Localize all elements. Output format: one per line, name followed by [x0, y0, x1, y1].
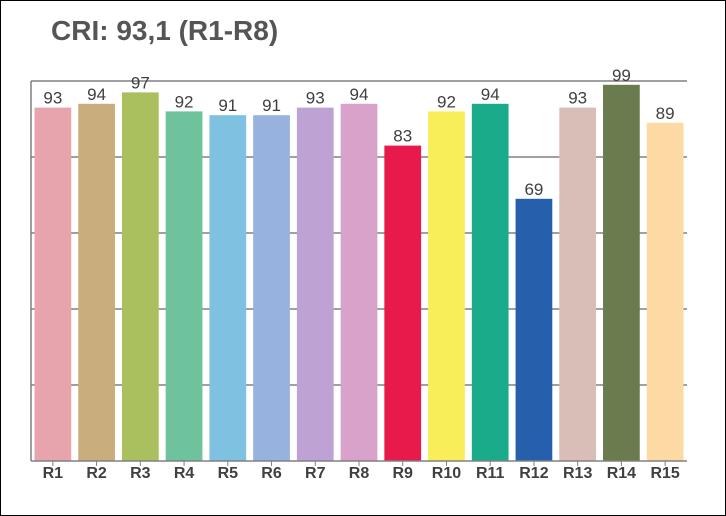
bar-r9: [384, 145, 422, 461]
bar-r15: [646, 122, 684, 462]
x-tick-label: R5: [218, 465, 239, 482]
x-tick-label: R10: [432, 465, 461, 482]
x-tick-label: R7: [305, 465, 326, 482]
bar-r12: [515, 198, 553, 462]
bar-r8: [340, 103, 378, 462]
x-tick-label: R15: [650, 465, 679, 482]
x-tick-label: R14: [607, 465, 636, 482]
bar-r6: [253, 115, 290, 461]
bar-r3: [121, 92, 159, 462]
bar-r4: [165, 111, 203, 462]
data-label: 93: [306, 89, 325, 108]
bar-r7: [296, 107, 334, 461]
x-tick-label: R12: [519, 465, 548, 482]
x-tick-label: R1: [43, 465, 64, 482]
data-label: 94: [87, 85, 106, 104]
data-label: 92: [437, 92, 456, 111]
data-label: 91: [218, 96, 237, 115]
bar-r2: [78, 103, 115, 462]
bar-r13: [559, 107, 597, 461]
data-label: 69: [524, 180, 543, 199]
chart-title: CRI: 93,1 (R1-R8): [51, 15, 279, 46]
bar-r11: [471, 103, 509, 462]
data-label: 93: [43, 89, 62, 108]
axes: R1 R2 R3 R4 R5 R6 R7 R8 R9 R10 R11 R12 R13 R14 R15: [30, 81, 687, 482]
bars: 93 94 97 92 91 91 93 94 83 92 94 69 93 99 89: [34, 66, 684, 462]
bar-r10: [428, 111, 465, 462]
data-label: 89: [656, 104, 675, 123]
bar-r14: [603, 84, 640, 462]
x-tick-label: R4: [174, 465, 195, 482]
data-label: 93: [568, 89, 587, 108]
data-label: 94: [350, 85, 369, 104]
x-tick-label: R9: [393, 465, 414, 482]
x-tick-label: R3: [130, 465, 151, 482]
x-tick-label: R11: [476, 465, 505, 482]
data-label: 97: [131, 73, 150, 92]
data-label: 94: [481, 85, 500, 104]
x-tick-label: R13: [563, 465, 592, 482]
data-label: 91: [262, 96, 281, 115]
data-label: 83: [393, 127, 412, 146]
data-label: 99: [612, 66, 631, 85]
x-tick-label: R6: [261, 465, 282, 482]
bar-r1: [34, 107, 72, 461]
x-tick-label: R8: [349, 465, 370, 482]
bar-r5: [209, 115, 247, 461]
x-tick-label: R2: [86, 465, 107, 482]
data-label: 92: [175, 92, 194, 111]
